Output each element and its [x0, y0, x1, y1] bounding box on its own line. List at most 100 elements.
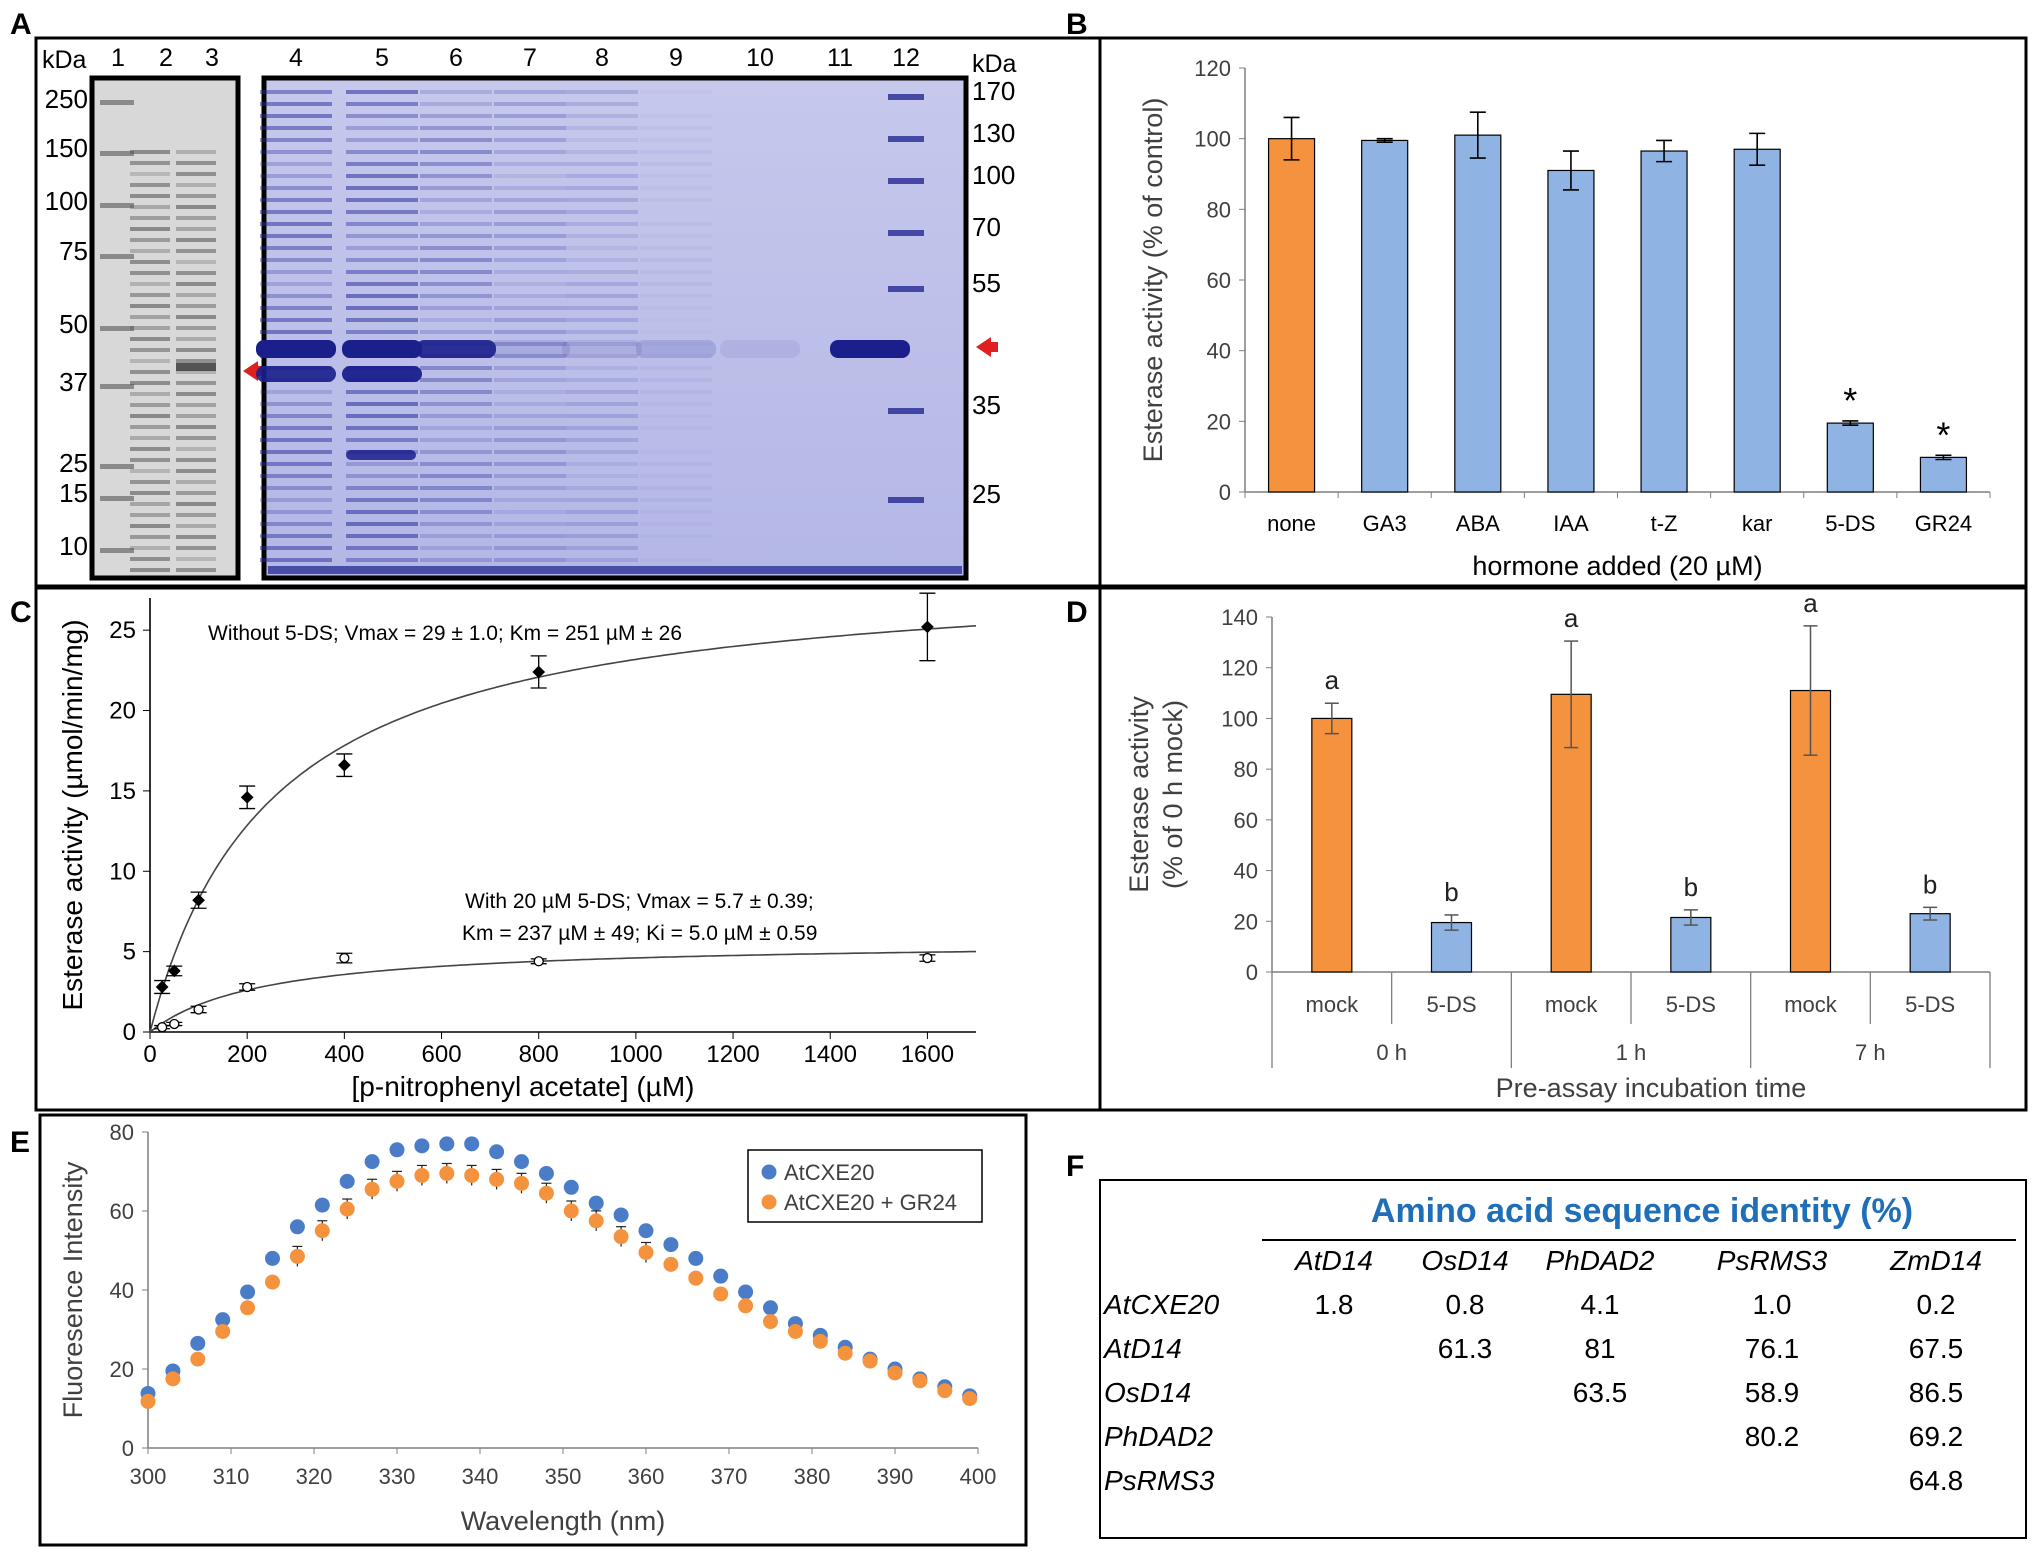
table-column-header: AtD14	[1293, 1245, 1373, 1276]
gel-protein-band	[494, 210, 566, 214]
gel-lysate-band	[176, 502, 216, 506]
gel-protein-band	[494, 174, 566, 178]
c-point-without	[337, 758, 351, 772]
gel-protein-band	[346, 222, 418, 226]
c-x-tick-label: 0	[143, 1041, 156, 1068]
gel-lane-label: 9	[669, 44, 683, 72]
e-point-atcxe20-gr24	[514, 1175, 529, 1191]
gel-protein-band	[346, 498, 418, 502]
gel-lysate-band	[130, 381, 170, 385]
gel-protein-band	[260, 138, 332, 142]
gel-lysate-band	[130, 447, 170, 451]
gel-protein-band	[420, 402, 492, 406]
gel-protein-band	[420, 186, 492, 190]
c-x-tick-label: 1200	[706, 1041, 759, 1068]
gel-protein-band	[566, 126, 638, 130]
gel-marker-band	[888, 178, 924, 184]
panel-label-e: E	[10, 1126, 30, 1159]
gel-lysate-band	[130, 480, 170, 484]
gel-ladder-band	[100, 151, 134, 156]
e-point-atcxe20-gr24	[289, 1248, 305, 1264]
d-group-label: 1 h	[1616, 1040, 1647, 1065]
e-x-tick-label: 400	[960, 1464, 997, 1489]
gel-protein-band	[346, 282, 418, 286]
gel-lysate-band	[176, 348, 216, 352]
gel-lysate-band	[130, 513, 170, 517]
gel-lysate-band	[130, 260, 170, 264]
gel-right-marker-label: 170	[972, 76, 1015, 106]
e-point-atcxe20	[190, 1335, 206, 1351]
gel-protein-band	[566, 210, 638, 214]
gel-protein-band	[420, 318, 492, 322]
gel-protein-band	[494, 186, 566, 190]
c-point-with	[193, 1004, 204, 1015]
gel-protein-band	[420, 102, 492, 106]
c-point-without	[240, 790, 254, 804]
gel-lysate-band	[130, 238, 170, 242]
e-point-atcxe20-gr24	[165, 1371, 181, 1387]
gel-lysate-band	[130, 491, 170, 495]
e-point-atcxe20-gr24	[763, 1314, 778, 1330]
gel-protein-band	[420, 138, 492, 142]
gel-protein-band	[494, 306, 566, 310]
gel-protein-band	[494, 474, 566, 478]
gel-ladder-band	[100, 464, 134, 469]
gel-protein-band	[420, 558, 492, 562]
e-point-atcxe20-gr24	[688, 1270, 704, 1286]
c-x-tick-label: 1000	[609, 1041, 662, 1068]
gel-protein-band	[260, 246, 332, 250]
gel-protein-band	[566, 246, 638, 250]
table-column-header: ZmD14	[1889, 1245, 1982, 1276]
gel-dye-front	[268, 566, 962, 574]
gel-protein-band	[346, 462, 418, 466]
gel-left-marker-label: 10	[59, 531, 88, 561]
gel-lysate-band	[176, 414, 216, 418]
panel-label-a: A	[10, 8, 32, 41]
table-cell: 76.1	[1745, 1333, 1800, 1364]
gel-ladder-band	[100, 100, 134, 105]
gel-lysate-band	[130, 304, 170, 308]
gel-protein-band	[346, 174, 418, 178]
chart-b: 0 20 40 60 80 100 120 none GA3 ABA IAA t-Z kar 5-DS * G…	[1138, 56, 1991, 581]
gel-lane-label: 12	[892, 44, 920, 72]
gel-lysate-band	[176, 524, 216, 528]
d-significance-letter: a	[1564, 603, 1579, 633]
panel-a: A kDa kDa 1 2 3 4 5 6 7 8 9 10 11 12 25015010075503…	[10, 8, 1102, 588]
gel-lysate-band	[130, 205, 170, 209]
gel-protein-band	[640, 114, 712, 118]
e-x-tick-label: 330	[379, 1464, 416, 1489]
gel-protein-band	[420, 486, 492, 490]
d-y-tick-label: 80	[1234, 757, 1258, 782]
gel-target-band	[176, 363, 216, 371]
gel-right-marker-label: 25	[972, 479, 1001, 509]
gel-lysate-band	[130, 315, 170, 319]
gel-right-marker-label: 55	[972, 268, 1001, 298]
e-x-tick-label: 350	[545, 1464, 582, 1489]
d-significance-letter: a	[1803, 588, 1818, 618]
gel-protein-band	[420, 234, 492, 238]
e-point-atcxe20-gr24	[812, 1333, 828, 1349]
gel-left-marker-label: 50	[59, 309, 88, 339]
gel-protein-band	[640, 402, 712, 406]
d-y-tick-label: 40	[1234, 859, 1258, 884]
c-point-with	[242, 981, 253, 993]
table-cell: 80.2	[1745, 1421, 1800, 1452]
gel-protein-band	[640, 330, 712, 334]
e-point-atcxe20-gr24	[563, 1203, 579, 1219]
gel-protein-band	[346, 558, 418, 562]
gel-ladder-band	[100, 203, 134, 208]
gel-protein-band	[566, 258, 638, 262]
gel-protein-band	[260, 210, 332, 214]
identity-table: AtD14 OsD14 PhDAD2 PsRMS3 ZmD14 AtCXE20 1.8 0.8…	[1102, 1245, 1982, 1496]
gel-protein-band	[260, 318, 332, 322]
gel-protein-band	[420, 498, 492, 502]
d-category-label: 5-DS	[1905, 992, 1955, 1017]
gel-protein-band	[420, 414, 492, 418]
gel-protein-band	[640, 222, 712, 226]
gel-left-marker-label: 25	[59, 448, 88, 478]
gel-protein-band	[640, 234, 712, 238]
gel-protein-band	[494, 378, 566, 382]
gel-left-bands	[100, 100, 216, 572]
gel-protein-band	[566, 402, 638, 406]
gel-protein-band	[566, 102, 638, 106]
